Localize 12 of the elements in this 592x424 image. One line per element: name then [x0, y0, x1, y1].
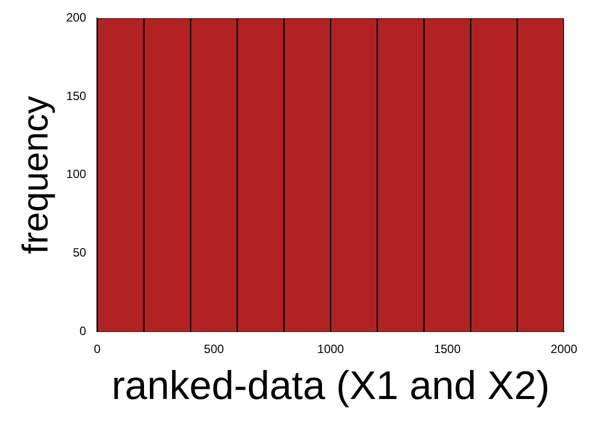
x-tick-label: 1500	[434, 342, 461, 356]
y-tick-label: 200	[66, 10, 87, 25]
y-tick-label: 0	[80, 324, 87, 338]
x-tick-label: 500	[204, 342, 224, 356]
x-tick-label: 0	[94, 342, 101, 356]
x-tick-label: 1000	[317, 342, 344, 356]
y-tick-label: 100	[66, 167, 87, 182]
x-axis-title: ranked-data (X1 and X2)	[112, 364, 550, 408]
x-tick-label: 2000	[550, 342, 578, 356]
y-axis-title: frequency	[14, 96, 56, 254]
y-tick-label: 50	[72, 246, 87, 260]
y-tick-label: 150	[66, 88, 87, 103]
